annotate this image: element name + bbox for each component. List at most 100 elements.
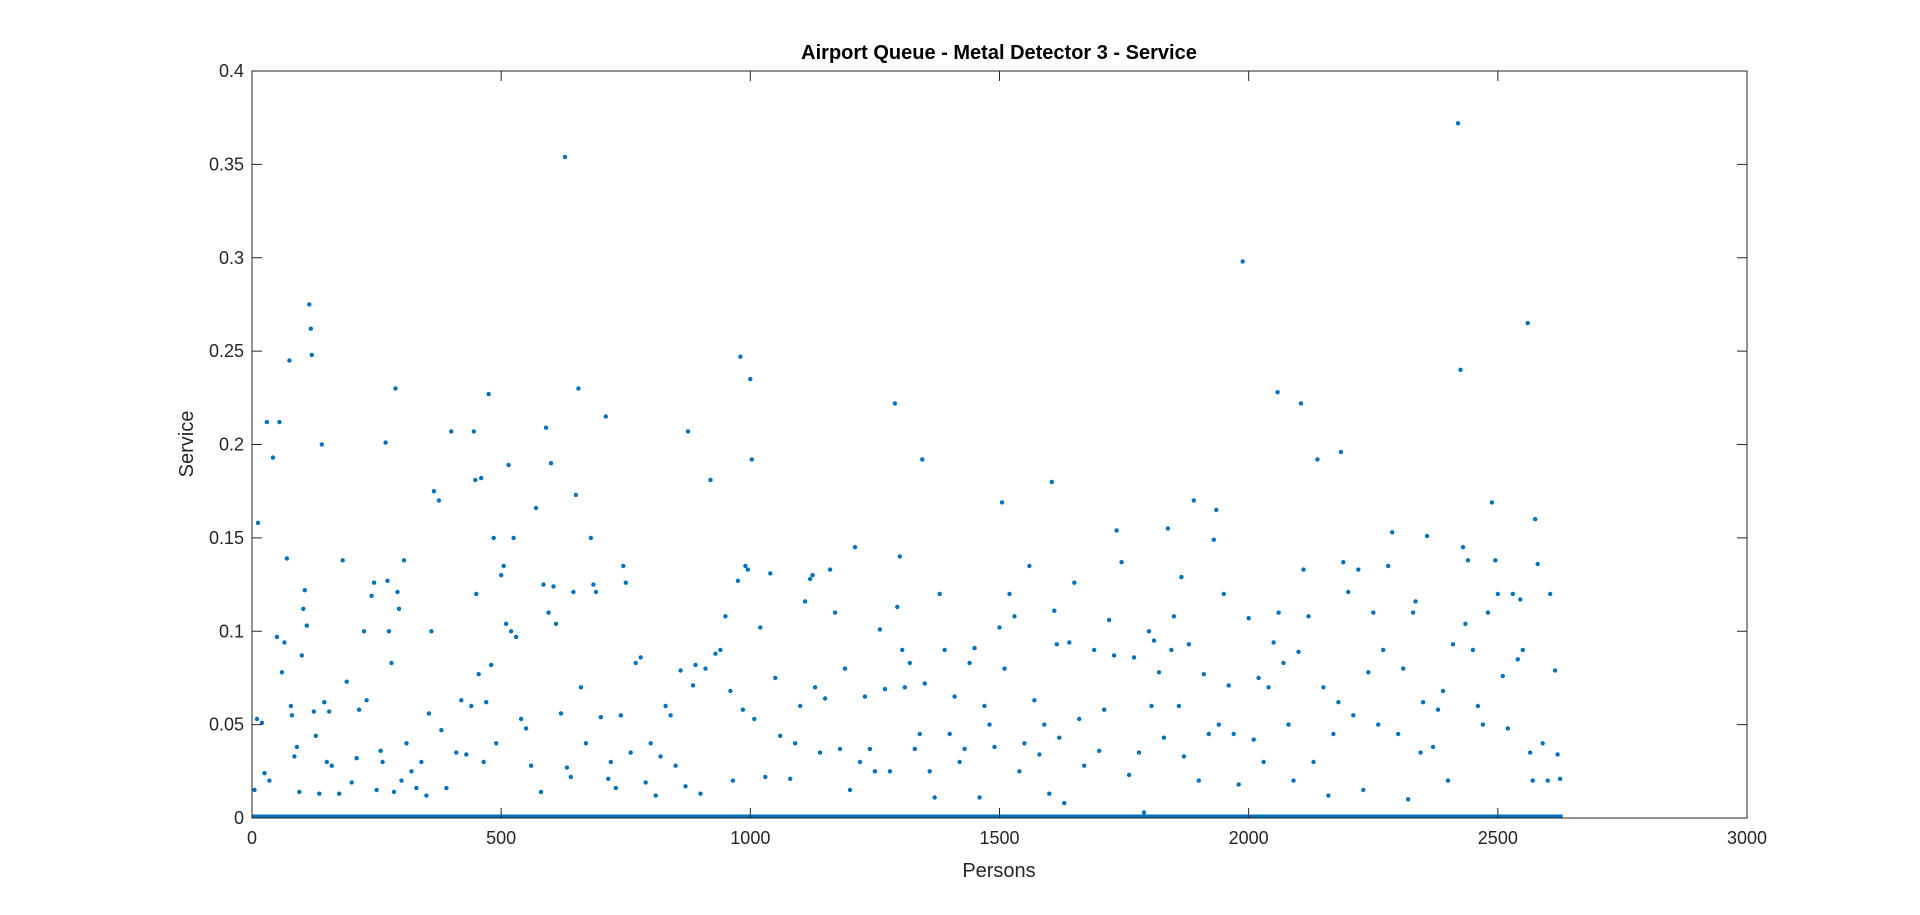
data-point (758, 625, 763, 630)
data-point (673, 763, 678, 768)
data-point (259, 720, 265, 725)
data-point (1286, 722, 1291, 727)
data-point (424, 793, 429, 798)
data-point (812, 685, 818, 690)
data-point (740, 707, 746, 712)
data-point (543, 425, 549, 430)
data-point (354, 756, 359, 761)
data-point (1161, 735, 1167, 740)
data-point (558, 711, 564, 716)
data-point (1548, 591, 1553, 597)
data-point (548, 461, 554, 466)
data-point (591, 582, 596, 587)
y-tick-label: 0.35 (209, 154, 244, 174)
data-point (892, 401, 898, 406)
data-point (311, 709, 316, 714)
data-point (683, 784, 688, 789)
data-point (1216, 722, 1222, 727)
data-point (471, 429, 476, 434)
data-point (653, 793, 658, 798)
data-point (511, 535, 516, 541)
data-point (1296, 649, 1301, 654)
data-point (1027, 563, 1032, 569)
data-point (369, 593, 374, 598)
data-point (1371, 610, 1376, 615)
data-point (1500, 673, 1506, 679)
data-point (1315, 457, 1320, 462)
data-point (499, 573, 504, 578)
data-point (1181, 754, 1187, 759)
data-point (1495, 591, 1501, 597)
data-point (1082, 763, 1087, 768)
data-point (1022, 741, 1027, 746)
data-point (872, 769, 878, 774)
data-point (952, 694, 957, 699)
data-point (1281, 660, 1286, 666)
data-point (643, 780, 648, 785)
data-point (867, 746, 873, 752)
data-point (1256, 675, 1261, 681)
data-point (837, 746, 843, 752)
data-point (1261, 759, 1266, 765)
data-point (749, 457, 754, 462)
data-point (1276, 610, 1281, 615)
data-point (349, 780, 354, 785)
data-point (1275, 390, 1280, 395)
data-point (745, 567, 750, 572)
data-point (391, 789, 397, 795)
data-point (907, 660, 912, 666)
data-point (277, 419, 282, 425)
data-point (668, 713, 673, 718)
data-point (895, 604, 900, 610)
data-point (1049, 479, 1055, 485)
data-point (1555, 752, 1560, 757)
data-point (937, 591, 942, 597)
data-point (449, 429, 454, 434)
data-point (877, 627, 883, 632)
data-point (454, 750, 459, 755)
data-point (393, 386, 398, 391)
data-point (309, 352, 314, 358)
data-point (793, 741, 798, 746)
data-point (887, 769, 893, 774)
data-point (1413, 599, 1418, 604)
data-point (1376, 722, 1381, 727)
data-point (506, 462, 511, 468)
data-point (992, 744, 997, 750)
data-point (267, 778, 272, 783)
data-point (1470, 647, 1476, 653)
data-point (564, 765, 570, 770)
data-point (1169, 647, 1174, 653)
data-point (1410, 610, 1416, 615)
data-point (1301, 567, 1306, 572)
data-point (395, 589, 400, 595)
data-point (1351, 713, 1356, 718)
data-point (1424, 533, 1430, 539)
data-point (1326, 793, 1331, 798)
data-point (409, 769, 414, 774)
data-point (356, 707, 362, 712)
data-point (327, 709, 332, 714)
data-point (738, 354, 743, 359)
data-point (972, 645, 977, 651)
data-point (419, 759, 424, 765)
data-point (1525, 320, 1530, 326)
y-tick-label: 0.4 (219, 61, 244, 81)
data-point (1251, 737, 1256, 742)
data-point (1179, 574, 1184, 580)
data-point (484, 700, 489, 705)
data-point (810, 573, 815, 578)
data-point (282, 640, 287, 645)
data-point (1057, 735, 1062, 740)
data-point (648, 741, 653, 746)
data-point (977, 795, 982, 800)
data-point (723, 614, 728, 619)
data-point (284, 556, 290, 561)
data-point (1381, 647, 1386, 653)
data-point (1206, 731, 1212, 737)
data-point (922, 681, 927, 686)
x-tick-label: 500 (486, 828, 516, 848)
data-point (982, 703, 987, 709)
data-point (1042, 722, 1047, 727)
